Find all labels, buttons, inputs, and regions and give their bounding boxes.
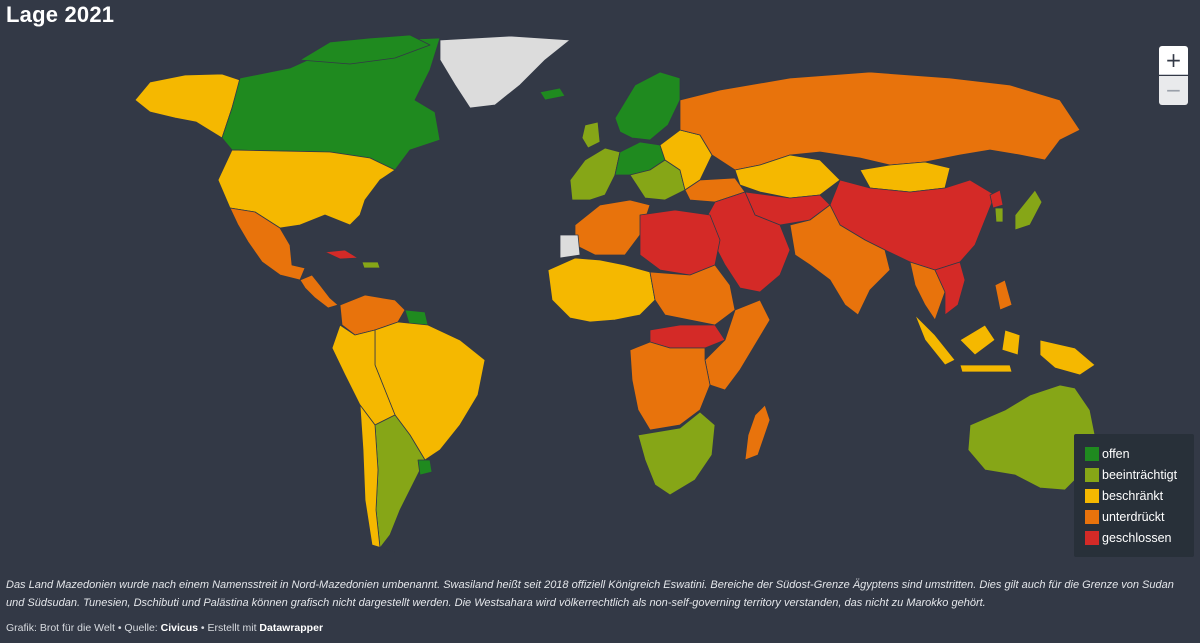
legend-item-unterdrueckt: unterdrückt	[1085, 509, 1195, 526]
region-alaska[interactable]	[134, 73, 241, 139]
region-horn-africa[interactable]	[649, 324, 726, 349]
map-legend: offen beeinträchtigt beschränkt unterdrü…	[1074, 434, 1194, 557]
legend-item-beeintraechtigt: beeinträchtigt	[1085, 467, 1195, 484]
footer-middle: • Erstellt mit	[197, 622, 260, 634]
region-kazakhstan[interactable]	[734, 154, 841, 199]
region-russia[interactable]	[679, 71, 1081, 171]
legend-swatch-beschraenkt	[1085, 489, 1099, 503]
legend-label-unterdrueckt: unterdrückt	[1102, 510, 1165, 524]
region-north-africa[interactable]	[639, 209, 721, 276]
footer-source-link[interactable]: Civicus	[160, 622, 198, 634]
region-mongolia[interactable]	[859, 161, 951, 193]
world-map[interactable]	[0, 30, 1200, 570]
region-png[interactable]	[1039, 339, 1096, 376]
legend-swatch-geschlossen	[1085, 531, 1099, 545]
region-east-africa[interactable]	[704, 299, 771, 391]
region-nordics[interactable]	[614, 71, 681, 141]
region-chile[interactable]	[359, 404, 396, 553]
region-philippines[interactable]	[994, 279, 1013, 311]
region-central-africa[interactable]	[629, 341, 711, 431]
map-footer: Grafik: Brot für die Welt • Quelle: Civi…	[6, 622, 323, 634]
map-notes: Das Land Mazedonien wurde nach einem Nam…	[6, 579, 1174, 609]
region-cuba[interactable]	[324, 249, 359, 260]
region-central-america[interactable]	[299, 274, 339, 309]
region-iceland[interactable]	[539, 87, 566, 101]
region-uruguay[interactable]	[417, 459, 433, 476]
zoom-out-button[interactable]: −	[1159, 76, 1188, 105]
zoom-in-button[interactable]: +	[1159, 46, 1188, 75]
region-korea-japan[interactable]	[994, 189, 1043, 231]
legend-label-geschlossen: geschlossen	[1102, 531, 1172, 545]
region-sahel[interactable]	[649, 264, 736, 326]
region-vietnam-laos[interactable]	[934, 261, 966, 316]
region-caribbean[interactable]	[361, 261, 381, 269]
region-indonesia[interactable]	[914, 314, 1021, 373]
legend-item-beschraenkt: beschränkt	[1085, 488, 1195, 505]
region-canada-islands[interactable]	[299, 34, 431, 65]
legend-swatch-beeintraechtigt	[1085, 468, 1099, 482]
region-west-africa[interactable]	[547, 257, 656, 323]
footer-tool-link[interactable]: Datawrapper	[259, 622, 324, 634]
legend-swatch-offen	[1085, 447, 1099, 461]
region-north-korea[interactable]	[989, 189, 1004, 209]
legend-label-beeintraechtigt: beeinträchtigt	[1102, 468, 1178, 482]
region-madagascar[interactable]	[744, 404, 771, 461]
region-southern-africa[interactable]	[637, 411, 716, 496]
legend-label-beschraenkt: beschränkt	[1102, 489, 1164, 503]
map-title: Lage 2021	[6, 2, 115, 27]
footer-credit: Grafik: Brot für die Welt • Quelle:	[6, 622, 161, 634]
region-south-asia[interactable]	[789, 204, 891, 316]
region-uk[interactable]	[581, 121, 601, 149]
region-maghreb[interactable]	[574, 199, 651, 256]
legend-label-offen: offen	[1102, 447, 1130, 461]
legend-item-offen: offen	[1085, 446, 1195, 463]
region-western-sahara[interactable]	[559, 234, 581, 259]
region-greenland[interactable]	[439, 35, 571, 109]
legend-item-geschlossen: geschlossen	[1085, 530, 1195, 547]
legend-swatch-unterdrueckt	[1085, 510, 1099, 524]
region-western-europe[interactable]	[569, 147, 621, 201]
region-mexico[interactable]	[229, 207, 306, 281]
